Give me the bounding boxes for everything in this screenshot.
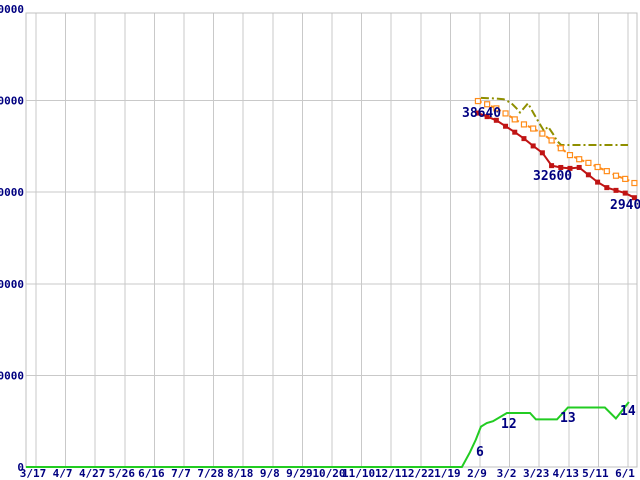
x-tick-label: 10/20 (312, 467, 345, 480)
data-point-marker (530, 143, 536, 149)
x-tick-label: 5/26 (109, 467, 136, 480)
data-point-marker (539, 150, 545, 156)
data-point-marker (484, 101, 491, 108)
data-point-marker (520, 121, 528, 128)
data-point-marker (539, 130, 546, 137)
data-point-marker (631, 179, 638, 187)
x-axis-labels: 3/17 4/7 4/27 5/26 6/16 7/7 7/28 8/18 9/8 9/29 10/… (20, 467, 636, 480)
x-tick-label: 11/10 (342, 467, 375, 480)
data-value-label: 29400 (610, 198, 640, 213)
x-tick-label: 7/28 (197, 467, 224, 480)
data-value-label: 14 (620, 404, 636, 419)
data-point-marker (576, 164, 582, 170)
x-tick-label: 12/22 (401, 467, 434, 480)
data-value-label: 13 (560, 411, 576, 426)
x-tick-label: 4/7 (53, 467, 73, 480)
data-point-marker (512, 129, 518, 135)
data-point-marker (549, 163, 555, 169)
data-point-marker (502, 110, 509, 117)
data-point-marker (557, 145, 564, 152)
data-value-label: 12 (501, 417, 517, 432)
data-point-marker (594, 163, 601, 171)
x-tick-label: 6/16 (138, 467, 165, 480)
x-tick-label: 4/13 (553, 467, 580, 480)
x-tick-label: 9/8 (260, 467, 280, 480)
x-tick-label: 12/1 (375, 467, 402, 480)
series-red-lower-line (475, 110, 637, 201)
x-tick-label: 1/19 (434, 467, 461, 480)
data-point-marker (567, 165, 573, 171)
data-point-marker (613, 187, 619, 193)
data-point-marker (503, 123, 509, 129)
x-tick-label: 4/27 (79, 467, 106, 480)
data-point-marker (585, 172, 591, 178)
data-annotations: 38640 32600 29400 6 12 13 14 (462, 106, 640, 460)
x-tick-label: 5/11 (582, 467, 609, 480)
data-point-marker (603, 168, 610, 175)
y-tick-label: 30000 (0, 186, 24, 199)
data-point-marker (631, 195, 637, 201)
data-point-marker (484, 114, 490, 120)
data-value-label: 6 (476, 445, 484, 460)
data-point-marker (576, 156, 583, 163)
x-tick-label: 6/1 (615, 467, 635, 480)
data-point-marker (622, 175, 629, 183)
x-tick-label: 3/23 (523, 467, 550, 480)
series-green-count-line (25, 401, 630, 468)
data-point-marker (604, 185, 610, 191)
data-point-marker (493, 117, 499, 123)
data-point-marker (530, 125, 537, 132)
x-tick-label: 3/2 (497, 467, 517, 480)
data-value-label: 32600 (533, 169, 572, 184)
data-point-marker (511, 116, 518, 123)
x-tick-label: 7/7 (171, 467, 191, 480)
y-tick-label: 50000 (0, 3, 24, 16)
data-point-marker (595, 179, 601, 185)
series-orange-middle-line (474, 97, 638, 187)
data-point-marker (585, 159, 592, 166)
series-line (25, 401, 630, 468)
data-point-marker (548, 137, 555, 144)
y-tick-label: 0 (17, 461, 24, 474)
x-tick-label: 9/29 (286, 467, 313, 480)
data-point-marker (493, 105, 500, 112)
data-value-label: 38640 (462, 106, 501, 121)
data-point-marker (474, 97, 482, 105)
data-point-marker (612, 172, 620, 179)
y-tick-label: 40000 (0, 95, 24, 108)
x-tick-label: 2/9 (467, 467, 487, 480)
data-point-marker (558, 164, 564, 170)
data-point-marker (521, 136, 527, 142)
x-tick-label: 3/17 (20, 467, 47, 480)
y-tick-label: 20000 (0, 278, 24, 291)
data-point-marker (475, 110, 481, 116)
x-tick-label: 8/18 (227, 467, 254, 480)
data-point-marker (622, 190, 628, 196)
data-point-marker (566, 152, 574, 159)
